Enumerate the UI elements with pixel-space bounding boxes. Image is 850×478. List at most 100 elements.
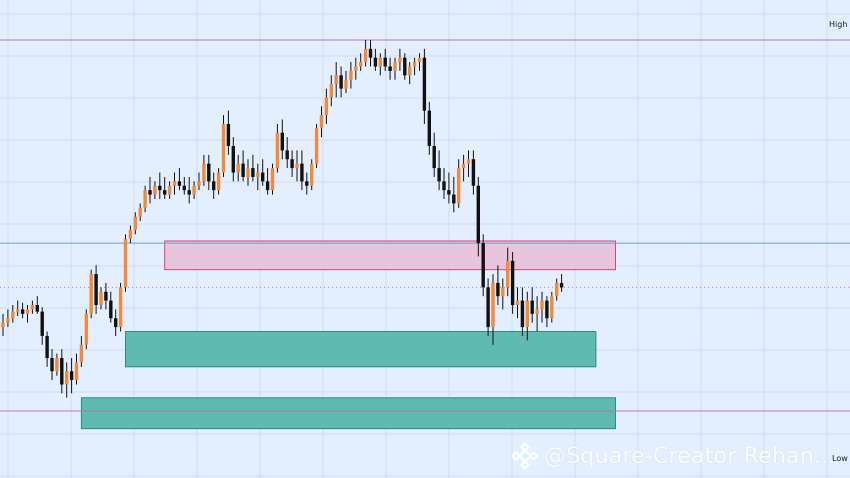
candle-body (138, 207, 142, 217)
candle (305, 172, 309, 195)
candle (35, 296, 39, 314)
demand-zone (125, 331, 597, 368)
candle (163, 176, 167, 199)
candle-body (16, 309, 20, 312)
candle-body (491, 282, 495, 328)
high-level-label: High (829, 20, 848, 29)
candle-body (324, 97, 329, 116)
candle-body (212, 181, 216, 191)
candle-body (270, 168, 275, 191)
candle (221, 115, 226, 177)
candle (123, 234, 128, 292)
candle (388, 57, 392, 80)
candle-body (109, 300, 113, 319)
candle-body (545, 300, 549, 319)
candle (280, 119, 284, 160)
candle-body (153, 185, 157, 195)
candle (55, 353, 59, 376)
candle-body (339, 75, 343, 89)
candle-body (123, 238, 128, 288)
candle-body (515, 300, 520, 305)
candle (339, 66, 343, 98)
zones-layer (80, 240, 616, 430)
candle-body (50, 358, 54, 372)
candle-body (251, 168, 255, 177)
candle-body (236, 163, 240, 173)
candle (1, 313, 5, 336)
candle (285, 137, 289, 169)
candle-body (65, 371, 69, 385)
candle-body (481, 243, 485, 288)
candle (359, 53, 363, 71)
candle-body (35, 305, 39, 312)
candle-body (20, 309, 25, 314)
candle-body (349, 70, 353, 80)
binance-logo-icon (512, 443, 538, 469)
candle (104, 282, 108, 310)
candle (461, 154, 466, 182)
candle-body (172, 181, 177, 186)
candle-body (559, 282, 564, 288)
candle (368, 40, 373, 67)
candle (241, 150, 245, 182)
candle-body (241, 163, 245, 177)
candle-body (197, 181, 201, 186)
candle-body (261, 172, 265, 182)
candle (491, 274, 495, 345)
candle (354, 57, 358, 80)
candle (457, 159, 461, 208)
candle-body (231, 146, 235, 173)
candle (69, 358, 74, 394)
candle-body (334, 75, 338, 85)
candle-body (368, 48, 373, 58)
candle-body (530, 300, 534, 314)
candle (84, 309, 88, 350)
candle-body (84, 313, 88, 345)
candle-body (216, 172, 221, 191)
candle-body (158, 185, 162, 191)
candle-body (148, 190, 152, 195)
candle-body (466, 159, 471, 164)
candle (403, 53, 407, 80)
candle-body (373, 57, 378, 67)
candle (447, 172, 451, 204)
candle-body (540, 300, 544, 310)
candle (501, 278, 505, 310)
candle-body (442, 181, 446, 191)
candle (197, 172, 201, 191)
candle (510, 252, 515, 314)
demand-zone (80, 397, 616, 430)
candle-body (89, 274, 93, 314)
candle-body (6, 318, 10, 323)
candle (481, 234, 485, 297)
low-level-label: Low (832, 454, 848, 463)
candle-body (412, 62, 417, 67)
watermark: @Square-Creator Rehan... (512, 441, 835, 471)
candle (417, 53, 422, 71)
candle-body (535, 309, 539, 314)
candle-body (383, 57, 387, 67)
candle-body (69, 371, 74, 381)
candle (212, 172, 216, 199)
candle-body (422, 57, 427, 111)
candle-body (501, 287, 505, 297)
candle (261, 159, 265, 186)
candle-body (403, 57, 407, 76)
candle-body (11, 311, 15, 319)
candle-body (295, 163, 299, 169)
candle-body (417, 57, 422, 63)
candle-body (60, 358, 64, 385)
candle (187, 176, 191, 204)
candle (182, 176, 186, 195)
candle-body (300, 163, 304, 182)
candle (236, 154, 240, 182)
candle (177, 168, 182, 191)
candle (300, 150, 304, 191)
candle (486, 278, 490, 336)
candle-body (398, 57, 402, 63)
candle (295, 150, 299, 182)
candle (545, 296, 549, 328)
candle-body (94, 274, 98, 305)
candle (6, 309, 10, 328)
